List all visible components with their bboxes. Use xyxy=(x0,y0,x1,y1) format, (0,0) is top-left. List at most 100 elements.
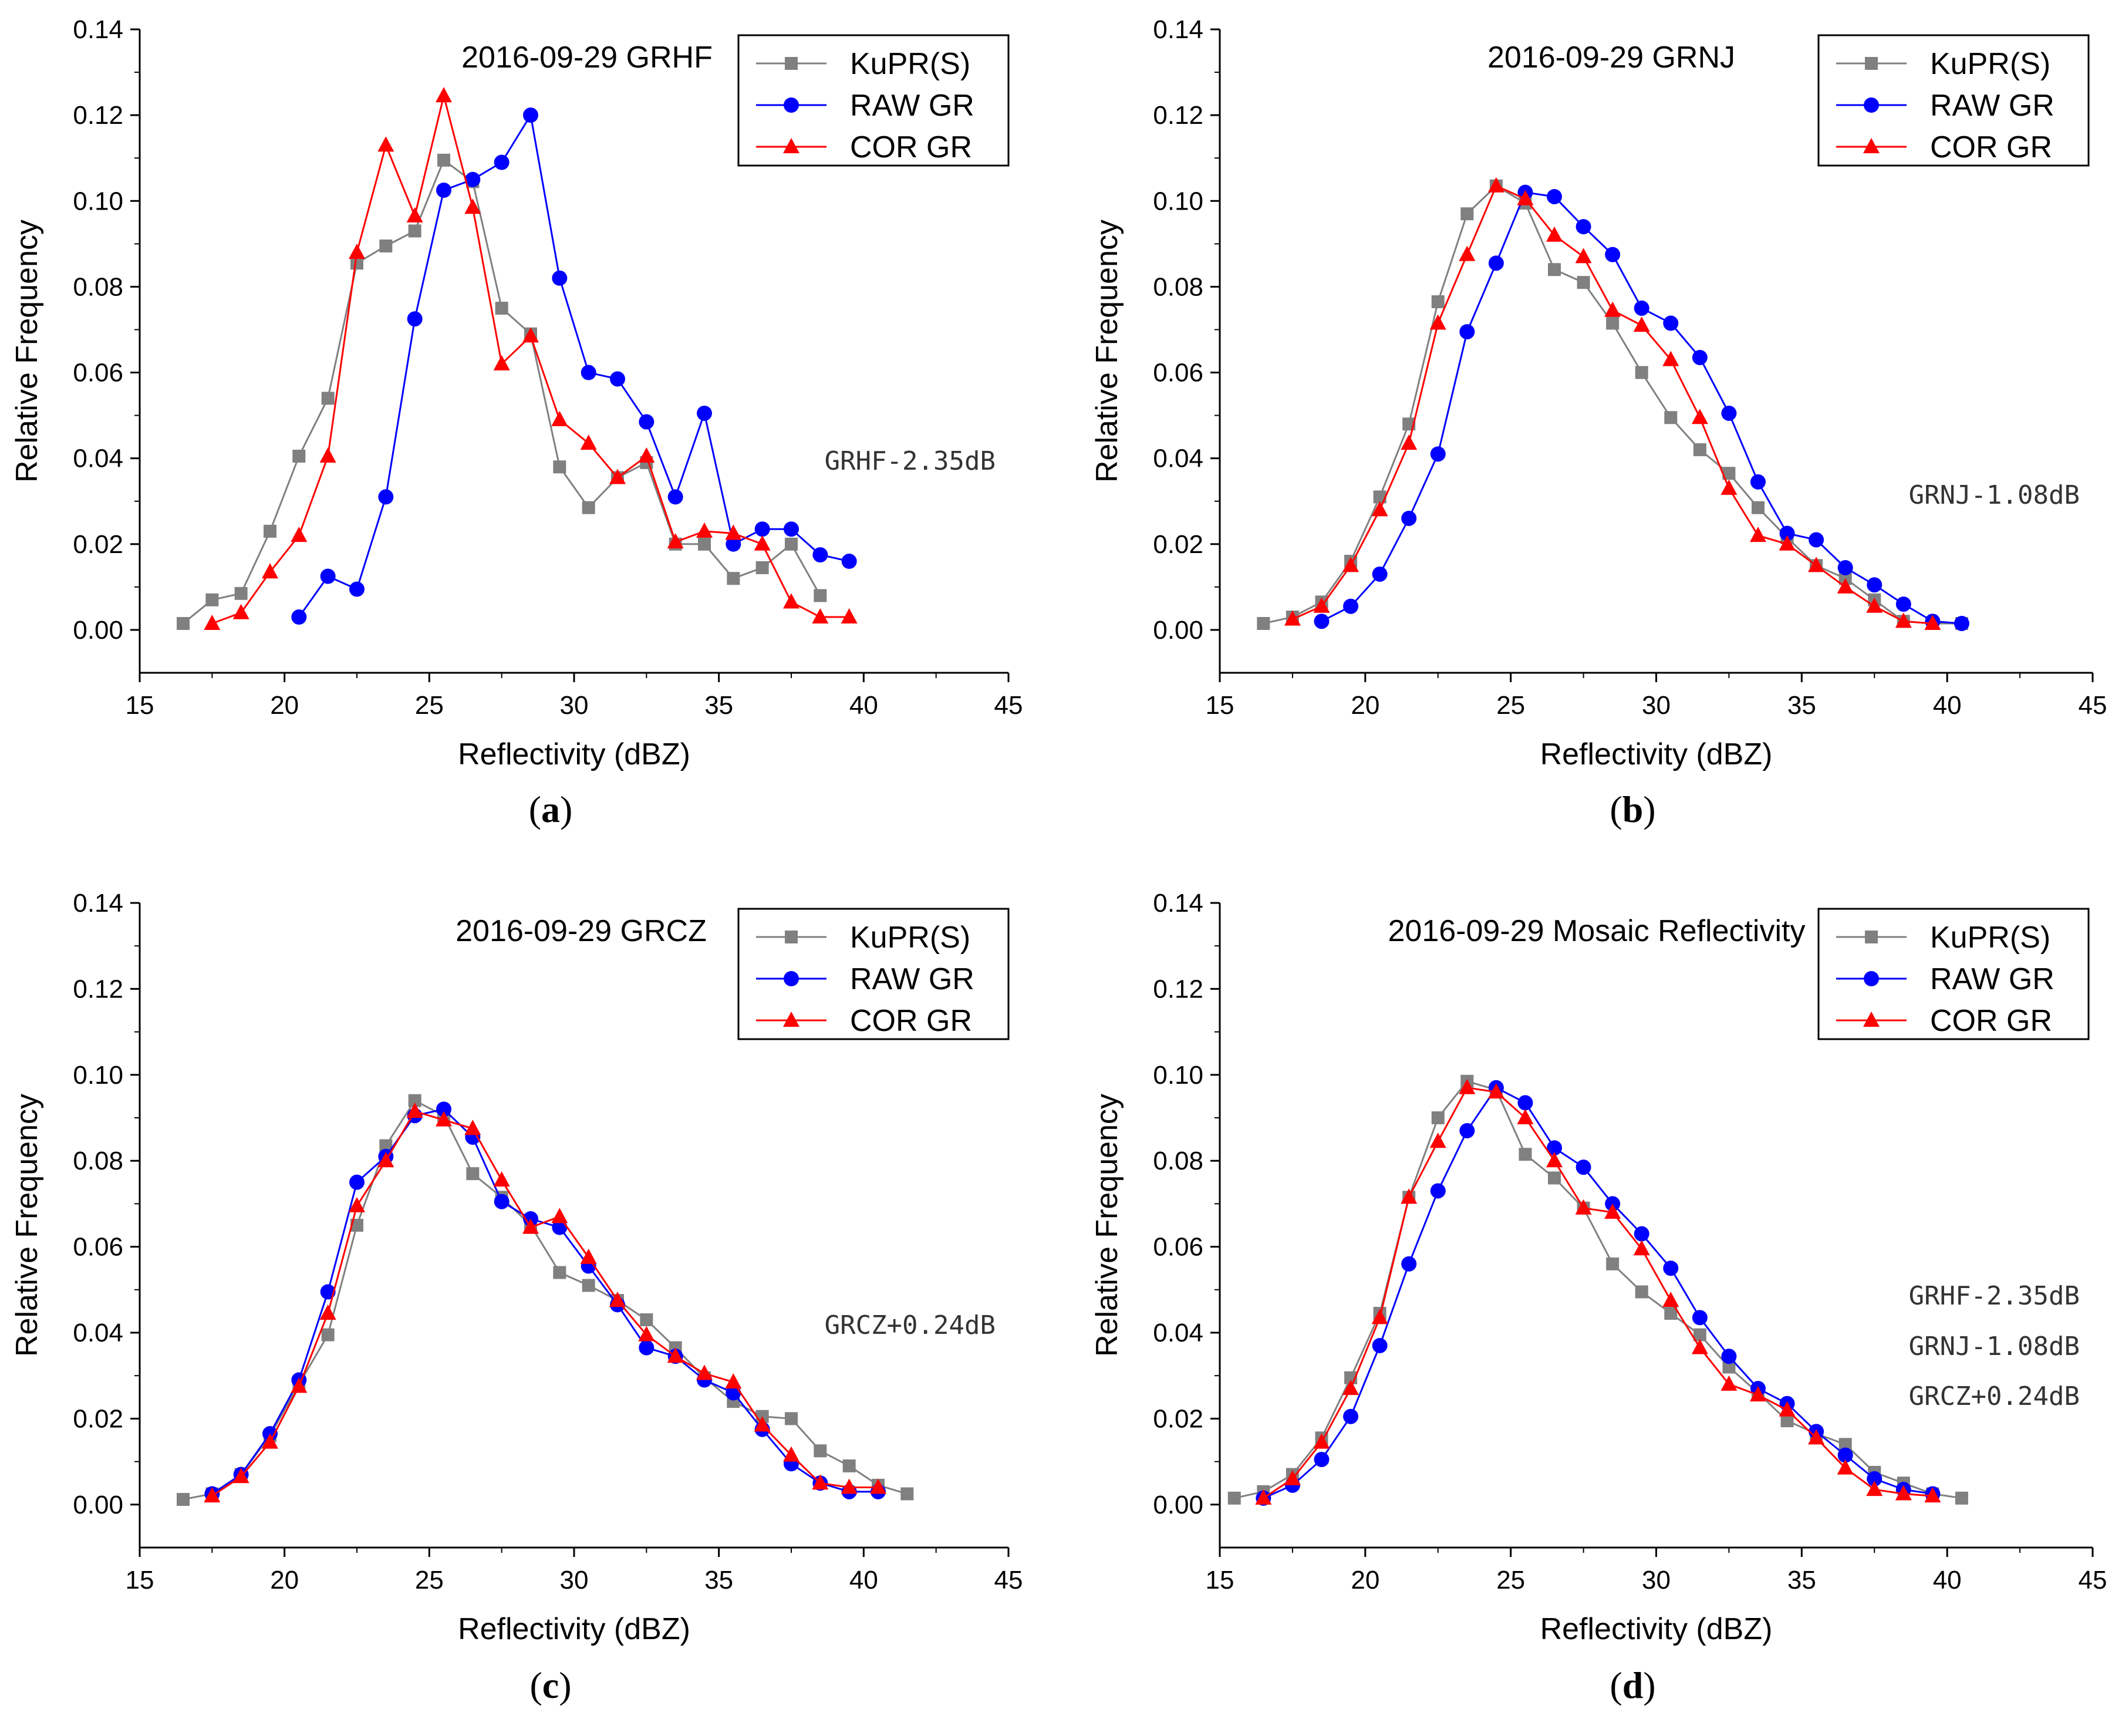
annotation-text: GRHF-2.35dB xyxy=(1909,1281,2080,1311)
data-point xyxy=(204,1487,221,1503)
data-point xyxy=(350,1219,363,1232)
data-point xyxy=(1663,1260,1679,1276)
data-point xyxy=(177,1493,190,1506)
data-point xyxy=(1867,1471,1883,1486)
data-point xyxy=(783,593,799,609)
data-point xyxy=(1314,1451,1330,1467)
data-point xyxy=(1430,1183,1446,1199)
y-tick-label: 0.12 xyxy=(73,975,123,1003)
data-point xyxy=(320,568,336,584)
data-point xyxy=(378,489,394,505)
legend: KuPR(S) RAW GR COR GR xyxy=(1817,908,2090,1040)
data-point xyxy=(1547,188,1563,204)
data-point xyxy=(1284,1469,1301,1485)
data-point xyxy=(582,501,595,514)
data-point xyxy=(1487,1083,1504,1099)
y-tick-label: 0.12 xyxy=(1153,975,1203,1003)
legend-marker xyxy=(785,57,798,70)
data-point xyxy=(1547,1140,1563,1156)
chart-panel-a: 15 20 25 30 35 40 45 0.00 0.02 0.04 0.06 0.08 0.10 0.… xyxy=(10,15,1023,830)
data-point xyxy=(1343,1408,1359,1424)
data-point xyxy=(291,527,308,542)
x-tick-label: 45 xyxy=(994,691,1023,720)
legend-box xyxy=(1817,34,2090,167)
legend-label: RAW GR xyxy=(850,962,974,996)
data-point xyxy=(1342,1380,1359,1395)
data-point xyxy=(319,1304,336,1320)
panel-label-open: ( xyxy=(1610,788,1622,830)
y-tick-label: 0.02 xyxy=(73,530,123,559)
data-point xyxy=(551,1208,568,1223)
panel-label-letter: d xyxy=(1622,1664,1644,1706)
data-point xyxy=(1722,467,1736,480)
data-point xyxy=(320,1284,336,1300)
panel-label-close: ) xyxy=(559,1664,571,1706)
chart-panel-b: 15 20 25 30 35 40 45 0.00 0.02 0.04 0.06 0.08 0.10 0.… xyxy=(1090,15,2107,830)
data-point xyxy=(436,1111,452,1127)
data-point xyxy=(205,593,219,606)
data-point xyxy=(1343,598,1359,614)
x-tick-label: 45 xyxy=(994,1566,1023,1595)
data-point xyxy=(1721,1349,1737,1364)
data-point xyxy=(406,1103,423,1118)
y-tick-label: 0.04 xyxy=(1153,444,1203,473)
data-point xyxy=(783,1446,799,1462)
data-point xyxy=(697,405,712,421)
series-line xyxy=(1263,1086,1933,1499)
legend-marker xyxy=(1864,971,1879,986)
data-point xyxy=(1663,315,1679,331)
data-point xyxy=(1430,446,1446,462)
data-point xyxy=(1837,1459,1854,1475)
y-tick-label: 0.02 xyxy=(1153,1404,1203,1433)
y-axis-title: Relative Frequency xyxy=(1090,220,1124,483)
data-point xyxy=(408,1094,421,1107)
data-point xyxy=(1720,1375,1738,1391)
x-tick-label: 15 xyxy=(126,691,154,720)
legend-label: KuPR(S) xyxy=(850,47,970,81)
y-axis-title: Relative Frequency xyxy=(1090,1094,1124,1357)
data-point xyxy=(900,1487,914,1501)
y-tick-label: 0.04 xyxy=(1153,1319,1203,1347)
data-point xyxy=(493,355,510,370)
x-tick-label: 20 xyxy=(1351,1566,1379,1595)
data-point xyxy=(1635,1285,1648,1299)
data-point xyxy=(464,198,481,214)
data-point xyxy=(1722,1360,1736,1374)
data-point xyxy=(465,171,481,187)
data-point xyxy=(755,561,769,574)
x-axis-title: Reflectivity (dBZ) xyxy=(458,1612,690,1646)
y-axis-title: Relative Frequency xyxy=(10,220,44,483)
y-tick-label: 0.08 xyxy=(73,1147,123,1175)
y-tick-label: 0.06 xyxy=(1153,359,1203,387)
chart-panel-c: 15 20 25 30 35 40 45 0.00 0.02 0.04 0.06 0.08 0.10 0.… xyxy=(10,889,1023,1706)
data-point xyxy=(841,554,857,569)
data-point xyxy=(379,1139,393,1152)
y-tick-label: 0.00 xyxy=(73,1491,123,1519)
y-tick-label: 0.12 xyxy=(1153,101,1203,130)
data-point xyxy=(1517,1095,1533,1111)
data-point xyxy=(1575,1199,1592,1215)
data-point xyxy=(1314,614,1330,629)
y-axis-title: Relative Frequency xyxy=(10,1094,44,1357)
data-point xyxy=(812,547,828,563)
x-tick-label: 15 xyxy=(1206,1566,1234,1595)
data-point xyxy=(1342,557,1359,572)
data-point xyxy=(1487,177,1504,193)
data-point xyxy=(1780,1414,1794,1428)
data-point xyxy=(1401,510,1417,526)
panel-label-letter: b xyxy=(1622,788,1644,830)
data-point xyxy=(841,1478,858,1494)
data-point xyxy=(292,450,306,463)
x-tick-label: 25 xyxy=(415,691,444,720)
data-point xyxy=(582,1279,595,1292)
annotation-text: GRHF-2.35dB xyxy=(825,446,996,476)
data-point xyxy=(1866,1481,1883,1496)
data-point xyxy=(667,1347,684,1363)
data-point xyxy=(1634,1226,1649,1242)
x-tick-label: 35 xyxy=(1787,1566,1816,1595)
data-point xyxy=(1459,324,1475,340)
data-point xyxy=(1460,207,1474,221)
panel-label-close: ) xyxy=(560,788,572,830)
legend-label: KuPR(S) xyxy=(1930,921,2050,955)
legend-marker xyxy=(1863,138,1880,153)
